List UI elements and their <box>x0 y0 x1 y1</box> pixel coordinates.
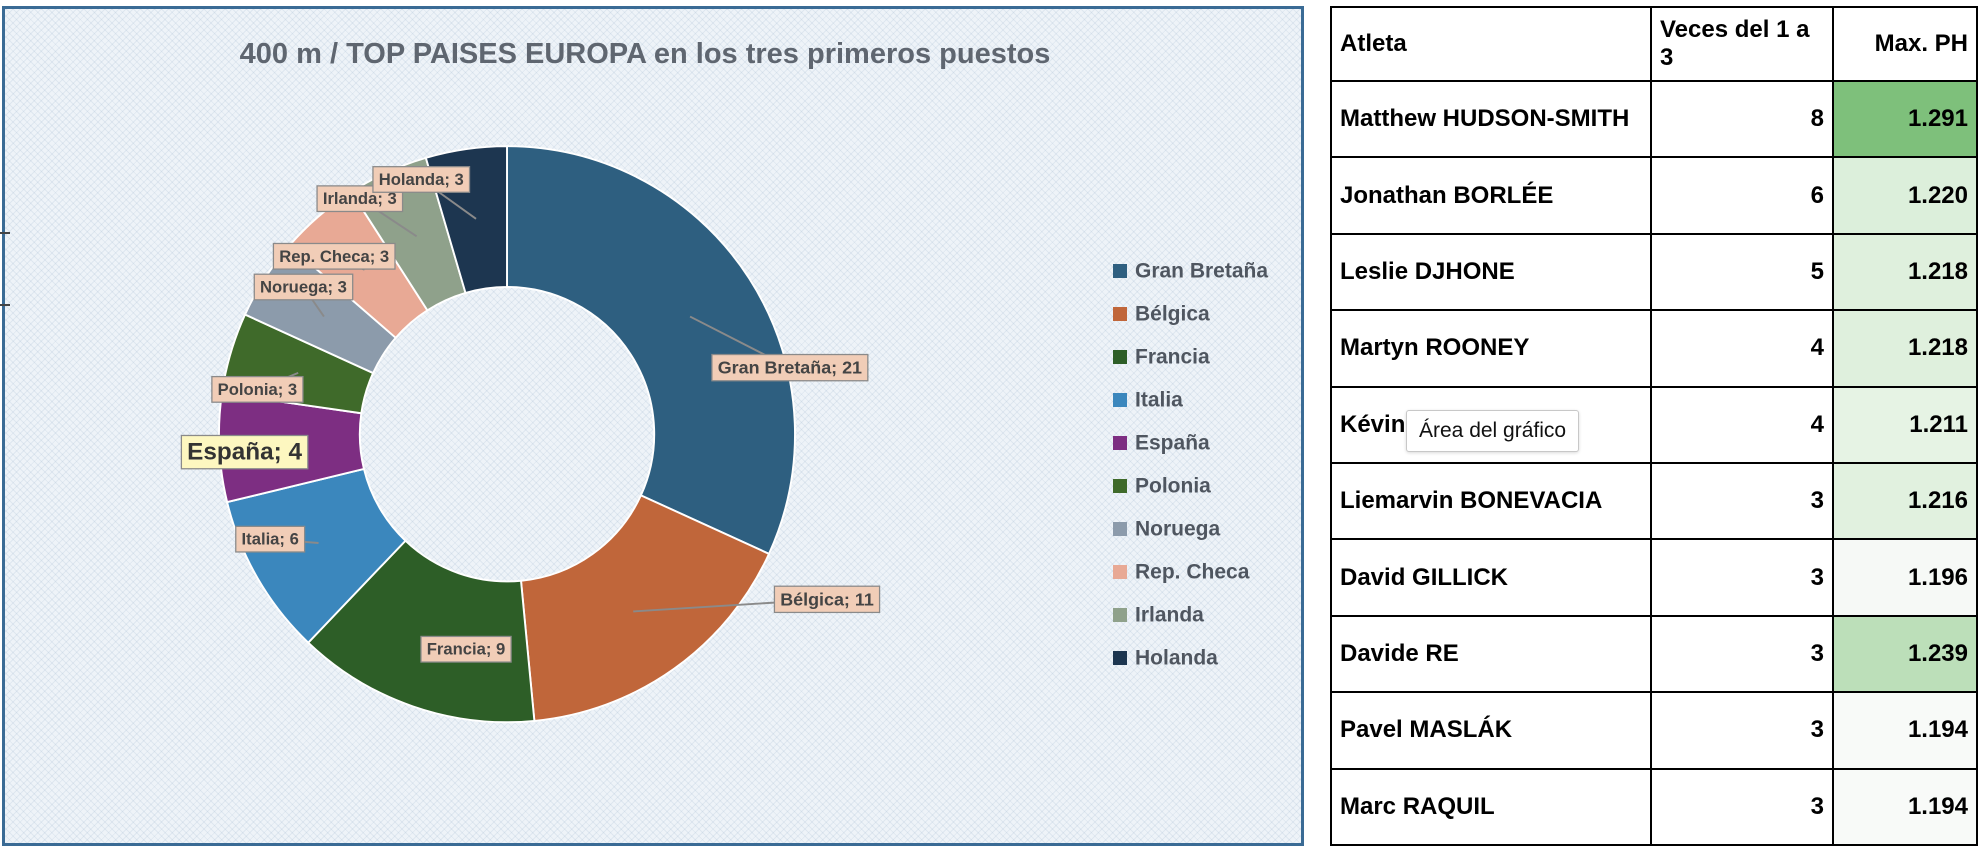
table-row[interactable]: Leslie DJHONE 5 1.218 <box>1330 232 1978 312</box>
data-label-box <box>420 635 512 663</box>
data-label[interactable]: España; 4 <box>187 439 302 466</box>
data-label-box <box>180 434 309 470</box>
data-label-box <box>316 185 404 213</box>
times-cell[interactable]: 6 <box>1650 156 1834 235</box>
athlete-name-cell[interactable]: Martyn ROONEY <box>1330 309 1652 388</box>
chart-area-tooltip: Área del gráfico <box>1406 410 1580 452</box>
times-cell[interactable]: 4 <box>1650 385 1834 464</box>
athlete-name-cell[interactable]: Marc RAQUIL <box>1330 767 1652 847</box>
data-label[interactable]: Noruega; 3 <box>260 278 347 297</box>
legend-entry[interactable]: Noruega <box>1135 518 1221 541</box>
slice-0[interactable] <box>506 145 796 556</box>
legend-entry[interactable]: Polonia <box>1135 475 1211 498</box>
divider <box>0 232 10 234</box>
data-label-box <box>773 585 881 614</box>
legend-swatch <box>1113 651 1127 665</box>
data-label-box <box>253 273 354 301</box>
times-cell[interactable]: 3 <box>1650 538 1834 617</box>
times-cell[interactable]: 5 <box>1650 232 1834 312</box>
max-ph-cell[interactable]: 1.211 <box>1832 385 1978 464</box>
legend-entry[interactable]: Gran Bretaña <box>1135 260 1268 283</box>
times-cell[interactable]: 3 <box>1650 614 1834 694</box>
athlete-table: Atleta Veces del 1 a 3 Max. PH Matthew H… <box>1330 6 1978 847</box>
max-ph-cell[interactable]: 1.194 <box>1832 767 1978 847</box>
chart-area[interactable]: 400 m / TOP PAISES EUROPA en los tres pr… <box>2 6 1304 846</box>
legend-swatch <box>1113 307 1127 321</box>
times-cell[interactable]: 8 <box>1650 79 1834 159</box>
legend-entry[interactable]: Irlanda <box>1135 604 1204 627</box>
athlete-name-cell[interactable]: Jonathan BORLÉE <box>1330 156 1652 235</box>
max-ph-cell[interactable]: 1.216 <box>1832 461 1978 541</box>
athlete-name-cell[interactable]: Liemarvin BONEVACIA <box>1330 461 1652 541</box>
data-label-box <box>372 166 471 193</box>
table-row[interactable]: Martyn ROONEY 4 1.218 <box>1330 309 1978 388</box>
max-ph-cell[interactable]: 1.239 <box>1832 614 1978 694</box>
athlete-name-cell[interactable]: Leslie DJHONE <box>1330 232 1652 312</box>
header-atleta[interactable]: Atleta <box>1330 6 1652 82</box>
data-label[interactable]: Irlanda; 3 <box>323 189 397 208</box>
athlete-name-cell[interactable]: David GILLICK <box>1330 538 1652 617</box>
max-ph-cell[interactable]: 1.196 <box>1832 538 1978 617</box>
athlete-name-cell[interactable]: Davide RE <box>1330 614 1652 694</box>
times-cell[interactable]: 3 <box>1650 767 1834 847</box>
data-label-box <box>272 242 396 270</box>
athlete-name-cell[interactable]: Matthew HUDSON-SMITH <box>1330 79 1652 159</box>
data-label-box <box>711 353 869 382</box>
legend-swatch <box>1113 264 1127 278</box>
table-header-row: Atleta Veces del 1 a 3 Max. PH <box>1330 6 1978 82</box>
max-ph-cell[interactable]: 1.218 <box>1832 309 1978 388</box>
slice-2[interactable] <box>306 539 536 724</box>
max-ph-cell[interactable]: 1.291 <box>1832 79 1978 159</box>
data-label[interactable]: Holanda; 3 <box>379 170 464 189</box>
legend-swatch <box>1113 393 1127 407</box>
max-ph-cell[interactable]: 1.220 <box>1832 156 1978 235</box>
legend-entry[interactable]: Holanda <box>1135 647 1218 670</box>
legend-entry[interactable]: España <box>1135 432 1210 455</box>
data-label[interactable]: Gran Bretaña; 21 <box>718 358 862 378</box>
legend-entry[interactable]: Italia <box>1135 389 1183 412</box>
data-label[interactable]: Francia; 9 <box>427 640 506 659</box>
data-label-box <box>235 525 306 553</box>
max-ph-cell[interactable]: 1.218 <box>1832 232 1978 312</box>
legend-swatch <box>1113 608 1127 622</box>
legend-swatch <box>1113 522 1127 536</box>
divider <box>0 304 10 306</box>
table-row[interactable]: Jonathan BORLÉE 6 1.220 <box>1330 156 1978 235</box>
times-cell[interactable]: 4 <box>1650 309 1834 388</box>
header-veces[interactable]: Veces del 1 a 3 <box>1650 6 1834 82</box>
table-row[interactable]: Liemarvin BONEVACIA 3 1.216 <box>1330 461 1978 541</box>
times-cell[interactable]: 3 <box>1650 461 1834 541</box>
doughnut-chart-svg[interactable]: 400 m / TOP PAISES EUROPA en los tres pr… <box>5 9 1301 843</box>
athlete-name-cell[interactable]: Pavel MASLÁK <box>1330 691 1652 770</box>
data-label-box <box>211 375 304 403</box>
legend-swatch <box>1113 479 1127 493</box>
table-row[interactable]: Pavel MASLÁK 3 1.194 <box>1330 691 1978 770</box>
data-label[interactable]: Italia; 6 <box>242 530 299 549</box>
times-cell[interactable]: 3 <box>1650 691 1834 770</box>
table-row[interactable]: David GILLICK 3 1.196 <box>1330 538 1978 617</box>
legend-entry[interactable]: Francia <box>1135 346 1210 369</box>
legend-swatch <box>1113 350 1127 364</box>
max-ph-cell[interactable]: 1.194 <box>1832 691 1978 770</box>
slice-1[interactable] <box>519 494 771 722</box>
table-row[interactable]: Marc RAQUIL 3 1.194 <box>1330 767 1978 847</box>
chart-title: 400 m / TOP PAISES EUROPA en los tres pr… <box>240 38 1051 70</box>
legend-entry[interactable]: Bélgica <box>1135 303 1210 326</box>
legend-swatch <box>1113 436 1127 450</box>
data-label[interactable]: Polonia; 3 <box>218 380 297 399</box>
table-row[interactable]: Davide RE 3 1.239 <box>1330 614 1978 694</box>
legend-entry[interactable]: Rep. Checa <box>1135 561 1250 584</box>
data-label[interactable]: Bélgica; 11 <box>780 589 874 609</box>
athlete-table-container: Atleta Veces del 1 a 3 Max. PH Matthew H… <box>1330 6 1978 847</box>
header-max-ph[interactable]: Max. PH <box>1832 6 1978 82</box>
legend-swatch <box>1113 565 1127 579</box>
data-label[interactable]: Rep. Checa; 3 <box>279 247 389 266</box>
table-row[interactable]: Matthew HUDSON-SMITH 8 1.291 <box>1330 79 1978 159</box>
